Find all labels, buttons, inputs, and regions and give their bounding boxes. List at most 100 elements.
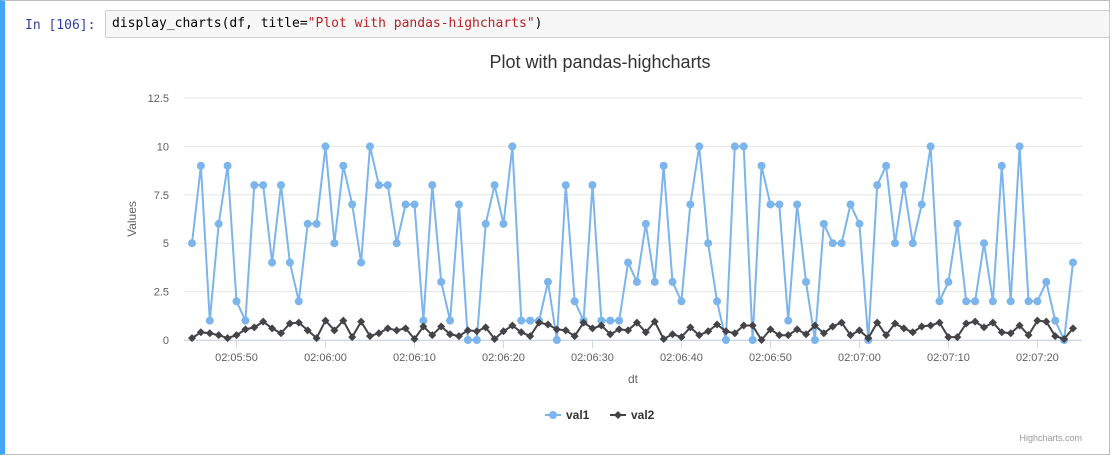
data-point-val1[interactable] [962,297,971,306]
data-point-val1[interactable] [739,142,748,151]
data-point-val1[interactable] [410,200,419,209]
data-point-val1[interactable] [632,277,641,286]
data-point-val1[interactable] [793,200,802,209]
data-point-val1[interactable] [570,297,579,306]
data-point-val2[interactable] [1042,317,1051,326]
data-point-val2[interactable] [499,327,508,336]
data-point-val2[interactable] [579,318,588,327]
data-point-val1[interactable] [348,200,357,209]
data-point-val2[interactable] [713,320,722,329]
data-point-val2[interactable] [454,332,463,341]
data-point-val2[interactable] [997,328,1006,337]
data-point-val2[interactable] [543,320,552,329]
data-point-val2[interactable] [819,329,828,338]
data-point-val2[interactable] [188,334,196,343]
data-point-val1[interactable] [784,316,793,325]
data-point-val1[interactable] [721,336,730,344]
data-point-val1[interactable] [481,219,490,228]
data-point-val2[interactable] [704,327,713,336]
data-point-val2[interactable] [374,329,383,338]
data-point-val2[interactable] [561,326,570,335]
notebook-cell[interactable]: In [106]: display_charts(df, title="Plot… [0,0,1110,455]
data-point-val2[interactable] [259,317,268,326]
data-point-val2[interactable] [214,331,223,340]
data-point-val2[interactable] [730,329,739,338]
data-point-val1[interactable] [401,200,410,209]
data-point-val1[interactable] [837,239,846,248]
data-point-val2[interactable] [1033,316,1042,325]
data-point-val2[interactable] [401,324,410,333]
data-point-val2[interactable] [944,333,953,342]
data-point-val2[interactable] [365,332,374,341]
data-point-val2[interactable] [1069,324,1077,333]
data-point-val2[interactable] [348,333,357,342]
data-point-val2[interactable] [526,332,535,341]
data-point-val2[interactable] [250,323,259,332]
data-point-val2[interactable] [917,322,926,331]
data-point-val1[interactable] [873,181,882,190]
data-point-val2[interactable] [232,331,241,340]
data-point-val2[interactable] [597,321,606,330]
data-point-val1[interactable] [490,181,499,190]
data-point-val1[interactable] [232,297,241,306]
data-point-val2[interactable] [446,330,455,339]
credits-label[interactable]: Highcharts.com [1019,433,1082,443]
data-point-val1[interactable] [1015,142,1024,151]
data-point-val2[interactable] [971,317,980,326]
data-point-val2[interactable] [980,323,989,332]
data-point-val2[interactable] [268,324,277,333]
data-point-val1[interactable] [668,277,677,286]
data-point-val2[interactable] [437,322,446,331]
data-point-val2[interactable] [552,325,561,334]
data-point-val1[interactable] [855,219,864,228]
data-point-val1[interactable] [659,161,668,170]
data-point-val2[interactable] [855,326,864,335]
data-point-val2[interactable] [1060,335,1069,344]
data-point-val1[interactable] [259,181,268,190]
data-point-val2[interactable] [837,318,846,327]
data-point-val1[interactable] [1006,297,1015,306]
data-point-val2[interactable] [988,318,997,327]
data-point-val2[interactable] [926,321,935,330]
data-point-val1[interactable] [463,336,472,344]
data-point-val1[interactable] [953,219,962,228]
data-point-val1[interactable] [321,142,330,151]
data-point-val1[interactable] [704,239,713,248]
data-point-val2[interactable] [793,325,802,334]
data-point-val1[interactable] [543,277,552,286]
data-point-val2[interactable] [873,318,882,327]
data-point-val2[interactable] [677,333,686,342]
data-point-val2[interactable] [330,326,339,335]
data-point-val2[interactable] [508,321,517,330]
data-point-val1[interactable] [1042,277,1051,286]
data-point-val1[interactable] [899,181,908,190]
data-point-val1[interactable] [775,200,784,209]
data-point-val1[interactable] [517,316,526,325]
data-point-val1[interactable] [588,181,597,190]
data-point-val1[interactable] [819,219,828,228]
data-point-val1[interactable] [882,161,891,170]
data-point-val1[interactable] [695,142,704,151]
data-point-val2[interactable] [748,321,757,330]
data-point-val2[interactable] [846,331,855,340]
data-point-val2[interactable] [1051,332,1060,341]
data-point-val2[interactable] [588,324,597,333]
data-point-val2[interactable] [766,325,775,334]
data-point-val2[interactable] [481,323,490,332]
data-point-val1[interactable] [1069,258,1077,267]
data-point-val1[interactable] [597,316,606,325]
legend-item-val1[interactable]: val1 [545,408,590,422]
data-point-val2[interactable] [686,323,695,332]
data-point-val2[interactable] [632,318,641,327]
data-point-val1[interactable] [428,181,437,190]
data-point-val1[interactable] [766,200,775,209]
data-point-val1[interactable] [908,239,917,248]
data-point-val2[interactable] [285,319,294,328]
data-point-val1[interactable] [419,316,428,325]
data-point-val2[interactable] [864,334,873,343]
data-point-val1[interactable] [757,161,766,170]
data-point-val1[interactable] [828,239,837,248]
data-point-val1[interactable] [944,277,953,286]
data-point-val1[interactable] [223,161,232,170]
data-point-val1[interactable] [730,142,739,151]
